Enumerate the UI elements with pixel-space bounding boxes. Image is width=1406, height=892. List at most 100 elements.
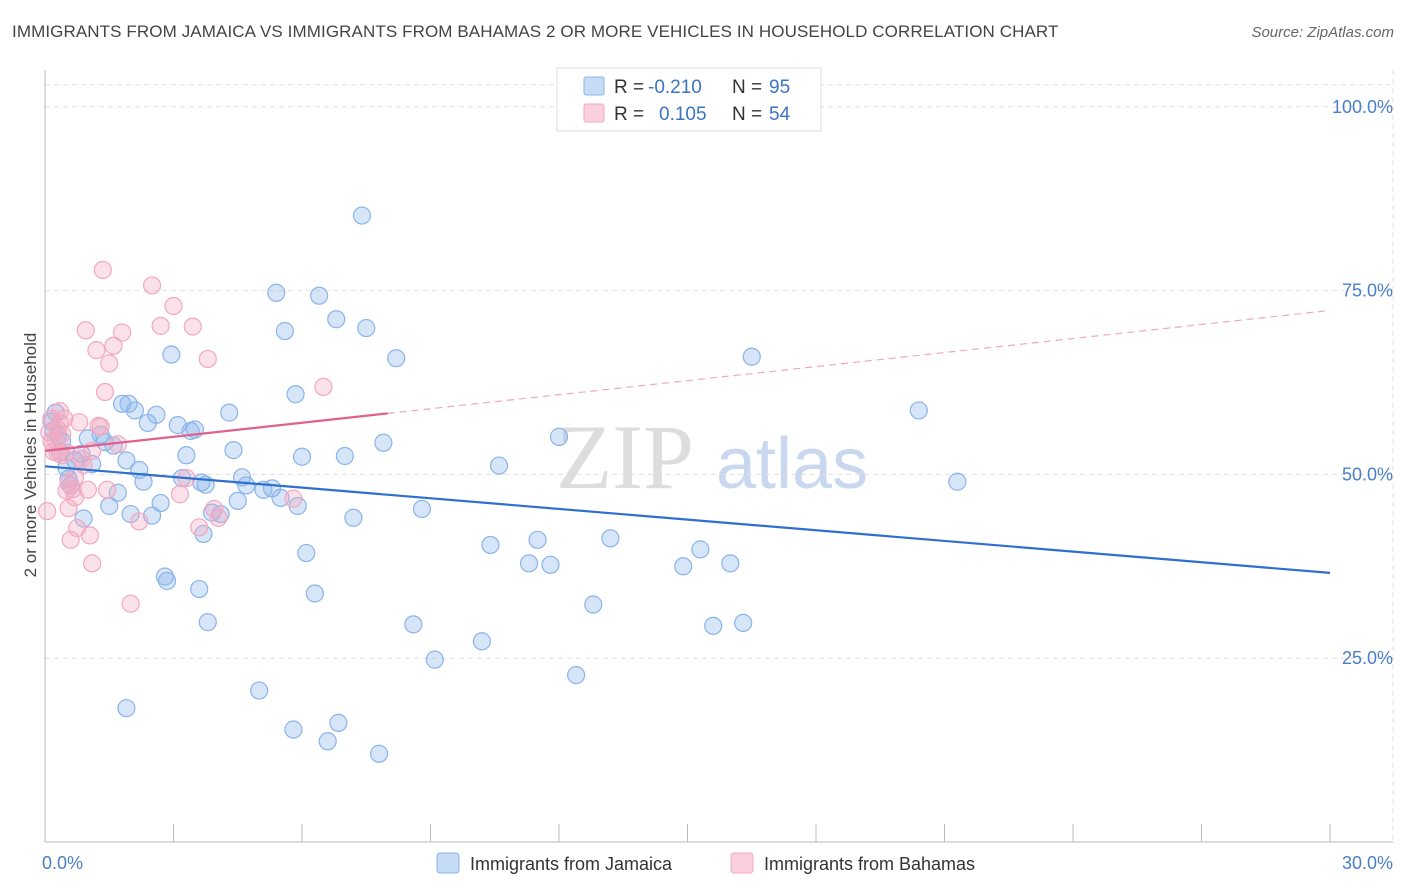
jamaica-point bbox=[352, 206, 372, 225]
jamaica-point bbox=[691, 540, 710, 559]
jamaica-point bbox=[674, 557, 693, 576]
jamaica-point bbox=[357, 318, 376, 338]
jamaica-point bbox=[117, 451, 136, 470]
bahamas-point bbox=[59, 499, 78, 518]
jamaica-point bbox=[481, 535, 500, 555]
jamaica-point bbox=[157, 571, 177, 591]
bahamas-point bbox=[121, 594, 140, 613]
bahamas-point bbox=[205, 499, 224, 519]
bahamas-point bbox=[87, 341, 106, 360]
jamaica-point bbox=[275, 321, 294, 341]
jamaica-point bbox=[489, 456, 509, 475]
legend-r-label-bahamas: R = bbox=[614, 104, 644, 125]
jamaica-point bbox=[74, 509, 93, 528]
jamaica-point bbox=[192, 473, 211, 492]
jamaica-point bbox=[387, 349, 406, 368]
bahamas-point bbox=[104, 336, 123, 355]
bahamas-point bbox=[57, 443, 76, 462]
jamaica-point bbox=[528, 530, 547, 549]
series-swatch-jamaica bbox=[436, 852, 460, 874]
jamaica-point bbox=[742, 347, 761, 366]
jamaica-point bbox=[948, 472, 967, 491]
series-label-bahamas: Immigrants from Bahamas bbox=[764, 854, 975, 874]
jamaica-point bbox=[335, 446, 354, 466]
bahamas-point bbox=[170, 485, 190, 504]
jamaica-point bbox=[250, 681, 269, 700]
bahamas-point bbox=[91, 417, 110, 436]
bahamas-point bbox=[53, 424, 72, 444]
jamaica-point bbox=[310, 286, 329, 305]
jamaica-point bbox=[271, 488, 290, 508]
jamaica-point bbox=[721, 554, 740, 573]
bahamas-point bbox=[142, 276, 162, 295]
legend-n-label-jamaica: N = bbox=[732, 77, 762, 98]
bahamas-point bbox=[98, 480, 117, 499]
jamaica-point bbox=[374, 433, 393, 452]
axes bbox=[44, 70, 1393, 843]
jamaica-point bbox=[147, 405, 166, 424]
bahamas-point bbox=[183, 317, 202, 336]
bahamas-point bbox=[80, 526, 100, 545]
jamaica-point bbox=[59, 469, 78, 488]
bahamas-point bbox=[151, 316, 170, 335]
bahamas-point bbox=[59, 474, 78, 493]
jamaica-point bbox=[198, 613, 217, 632]
jamaica-point bbox=[541, 555, 560, 574]
jamaica-point bbox=[549, 427, 569, 446]
y-tick-label: 100.0% bbox=[1332, 97, 1393, 117]
y-tick-label: 75.0% bbox=[1342, 281, 1393, 301]
bahamas-point bbox=[164, 296, 183, 316]
x-tick-label-max: 30.0% bbox=[1342, 853, 1393, 873]
bahamas-point bbox=[198, 349, 217, 369]
bahamas-point bbox=[314, 377, 333, 396]
jamaica-point bbox=[404, 615, 423, 634]
y-axis-title: 2 or more Vehicles in Household bbox=[21, 333, 40, 578]
jamaica-point bbox=[292, 447, 312, 466]
watermark: ZIP atlas bbox=[556, 406, 868, 508]
x-tick-label-min: 0.0% bbox=[42, 853, 83, 873]
jamaica-point bbox=[134, 472, 153, 491]
jamaica-point bbox=[108, 483, 127, 502]
jamaica-point bbox=[584, 595, 603, 614]
data-points bbox=[38, 206, 967, 763]
jamaica-point bbox=[162, 345, 181, 364]
legend-swatch-jamaica bbox=[583, 76, 605, 96]
jamaica-point bbox=[151, 493, 170, 513]
jamaica-point bbox=[909, 401, 928, 420]
legend-swatch-bahamas bbox=[583, 103, 605, 123]
legend-r-value-bahamas: 0.105 bbox=[659, 104, 707, 125]
legend-n-label-bahamas: N = bbox=[732, 104, 762, 125]
bahamas-point bbox=[70, 413, 89, 432]
y-tick-label: 50.0% bbox=[1342, 464, 1393, 484]
trend-lines bbox=[44, 309, 1331, 574]
legend-n-value-jamaica: 95 bbox=[769, 77, 790, 98]
legend-n-value-bahamas: 54 bbox=[769, 104, 791, 125]
gridlines bbox=[45, 70, 1394, 842]
series-label-jamaica: Immigrants from Jamaica bbox=[470, 854, 673, 874]
jamaica-point bbox=[286, 385, 305, 404]
jamaica-point bbox=[177, 446, 196, 465]
jamaica-point bbox=[119, 394, 138, 413]
jamaica-point bbox=[305, 584, 324, 603]
jamaica-point bbox=[117, 699, 136, 718]
jamaica-point bbox=[267, 283, 286, 302]
bahamas-point bbox=[76, 321, 95, 340]
legend-r-value-jamaica: -0.210 bbox=[648, 77, 702, 98]
jamaica-point bbox=[344, 508, 363, 527]
correlation-legend: R = -0.210 N = 95 R = 0.105 N = 54 bbox=[556, 67, 822, 132]
y-tick-label: 25.0% bbox=[1342, 648, 1393, 668]
bahamas-point bbox=[50, 413, 70, 433]
bahamas-point bbox=[95, 382, 115, 402]
jamaica-point bbox=[297, 543, 316, 563]
jamaica-point bbox=[425, 650, 444, 669]
jamaica-point bbox=[220, 403, 239, 422]
jamaica-trend-line bbox=[44, 465, 1331, 574]
jamaica-point bbox=[412, 499, 432, 519]
bahamas-point bbox=[209, 508, 228, 527]
jamaica-point bbox=[190, 579, 209, 599]
watermark-zip: ZIP bbox=[556, 406, 694, 508]
series-swatch-bahamas bbox=[730, 852, 754, 874]
x-tick-labels: 0.0% 30.0% bbox=[42, 853, 1393, 873]
watermark-atlas: atlas bbox=[716, 424, 868, 504]
